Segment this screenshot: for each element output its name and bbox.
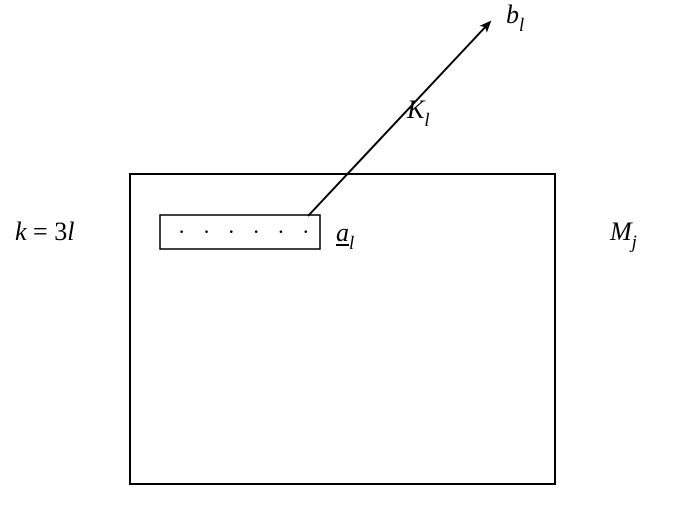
inner-dots: · · · · · ·: [178, 219, 315, 245]
inner-label-base: a: [336, 218, 349, 247]
top-label-base: b: [506, 0, 519, 29]
left-label: k = 3l: [15, 217, 74, 247]
arrow-label-sub: l: [424, 110, 429, 131]
right-label: Mj: [610, 217, 637, 252]
inner-label-sub: l: [349, 233, 354, 254]
right-label-sub: j: [632, 232, 637, 253]
left-label-l: l: [67, 217, 74, 246]
top-label-sub: l: [519, 15, 524, 36]
left-label-eq: = 3: [27, 217, 68, 246]
arrow-label-base: K: [407, 95, 424, 124]
arrow-label: Kl: [407, 95, 430, 130]
inner-label: al: [336, 218, 354, 253]
arrow-line: [308, 22, 490, 216]
top-label: bl: [506, 0, 524, 35]
right-label-base: M: [610, 217, 632, 246]
left-label-k: k: [15, 217, 27, 246]
